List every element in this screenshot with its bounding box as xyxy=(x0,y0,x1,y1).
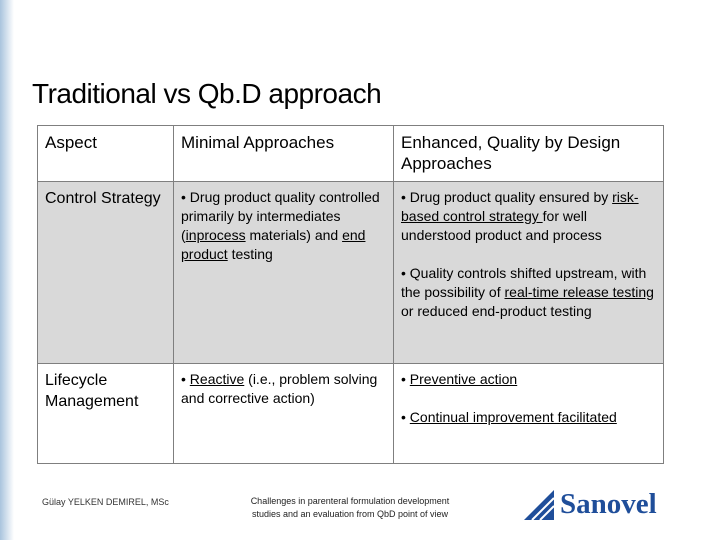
text-run: risk-based control strategy xyxy=(401,189,639,224)
text-run: or reduced end-product testing xyxy=(401,303,592,319)
text-run: Control Strategy xyxy=(45,190,161,207)
text-run: Preventive action xyxy=(409,371,518,387)
table-row: Control Strategy • Drug product quality c… xyxy=(37,181,664,364)
text-run: • Drug product quality controlled primar… xyxy=(181,189,380,243)
text-run: • Drug product quality ensured by xyxy=(401,189,613,205)
text-run: for well understood product and process xyxy=(401,208,602,243)
text-run: • Quality controls shifted upstream, wit… xyxy=(401,265,647,300)
slide-title: Traditional vs Qb.D approach xyxy=(32,78,382,109)
text-run: inprocess xyxy=(185,227,246,243)
side-strip xyxy=(0,0,14,540)
cell-paragraph: • Continual improvement facilitated xyxy=(401,408,656,427)
table-cell: Lifecycle Management xyxy=(37,363,174,464)
text-run: Reactive xyxy=(189,371,245,387)
table-cell: • Drug product quality ensured by risk-b… xyxy=(393,181,664,364)
cell-paragraph: Lifecycle Management xyxy=(45,370,166,412)
text-run: • xyxy=(401,409,410,425)
header-row: Aspect Minimal Approaches Enhanced, Qualit… xyxy=(37,125,664,182)
cell-paragraph: • Drug product quality ensured by risk-b… xyxy=(401,188,656,245)
table-row: Lifecycle Management • Reactive (i.e., pr… xyxy=(37,363,664,464)
text-run: • xyxy=(181,371,190,387)
logo-icon xyxy=(524,490,555,521)
cell-paragraph: • Reactive (i.e., problem solving and co… xyxy=(181,370,386,408)
table-body: Control Strategy • Drug product quality c… xyxy=(37,181,664,464)
table-cell: • Preventive action • Continual improveme… xyxy=(393,363,664,464)
footer-line: Challenges in parenteral formulation dev… xyxy=(250,496,450,506)
text-run: • xyxy=(401,371,410,387)
header-cell: Minimal Approaches xyxy=(173,125,394,182)
header-cell: Aspect xyxy=(37,125,174,182)
text-run: materials) and xyxy=(245,227,343,243)
cell-paragraph: • Quality controls shifted upstream, wit… xyxy=(401,264,656,321)
comparison-table: Aspect Minimal Approaches Enhanced, Qualit… xyxy=(37,125,664,464)
footer-subject: Challenges in parenteral formulation dev… xyxy=(230,495,470,521)
table-cell: • Reactive (i.e., problem solving and co… xyxy=(173,363,394,464)
text-run: testing xyxy=(227,246,273,262)
logo-text: Sanovel xyxy=(560,488,657,520)
cell-paragraph: • Preventive action xyxy=(401,370,656,389)
text-run: (i.e., problem solving and corrective ac… xyxy=(181,371,378,406)
footer-line: studies and an evaluation from QbD point… xyxy=(251,509,449,519)
table-cell: Control Strategy xyxy=(37,181,174,364)
logo: Sanovel xyxy=(522,488,702,522)
text-run: Continual improvement facilitated xyxy=(409,409,617,425)
text-run: real-time release testing xyxy=(504,284,654,300)
footer-author: Gülay YELKEN DEMIREL, MSc xyxy=(42,497,169,507)
text-run: Lifecycle Management xyxy=(45,372,139,410)
text-run: end product xyxy=(181,227,366,262)
table-cell: • Drug product quality controlled primar… xyxy=(173,181,394,364)
cell-paragraph: • Drug product quality controlled primar… xyxy=(181,188,386,264)
header-cell: Enhanced, Quality by Design Approaches xyxy=(393,125,664,182)
cell-paragraph: Control Strategy xyxy=(45,188,166,209)
